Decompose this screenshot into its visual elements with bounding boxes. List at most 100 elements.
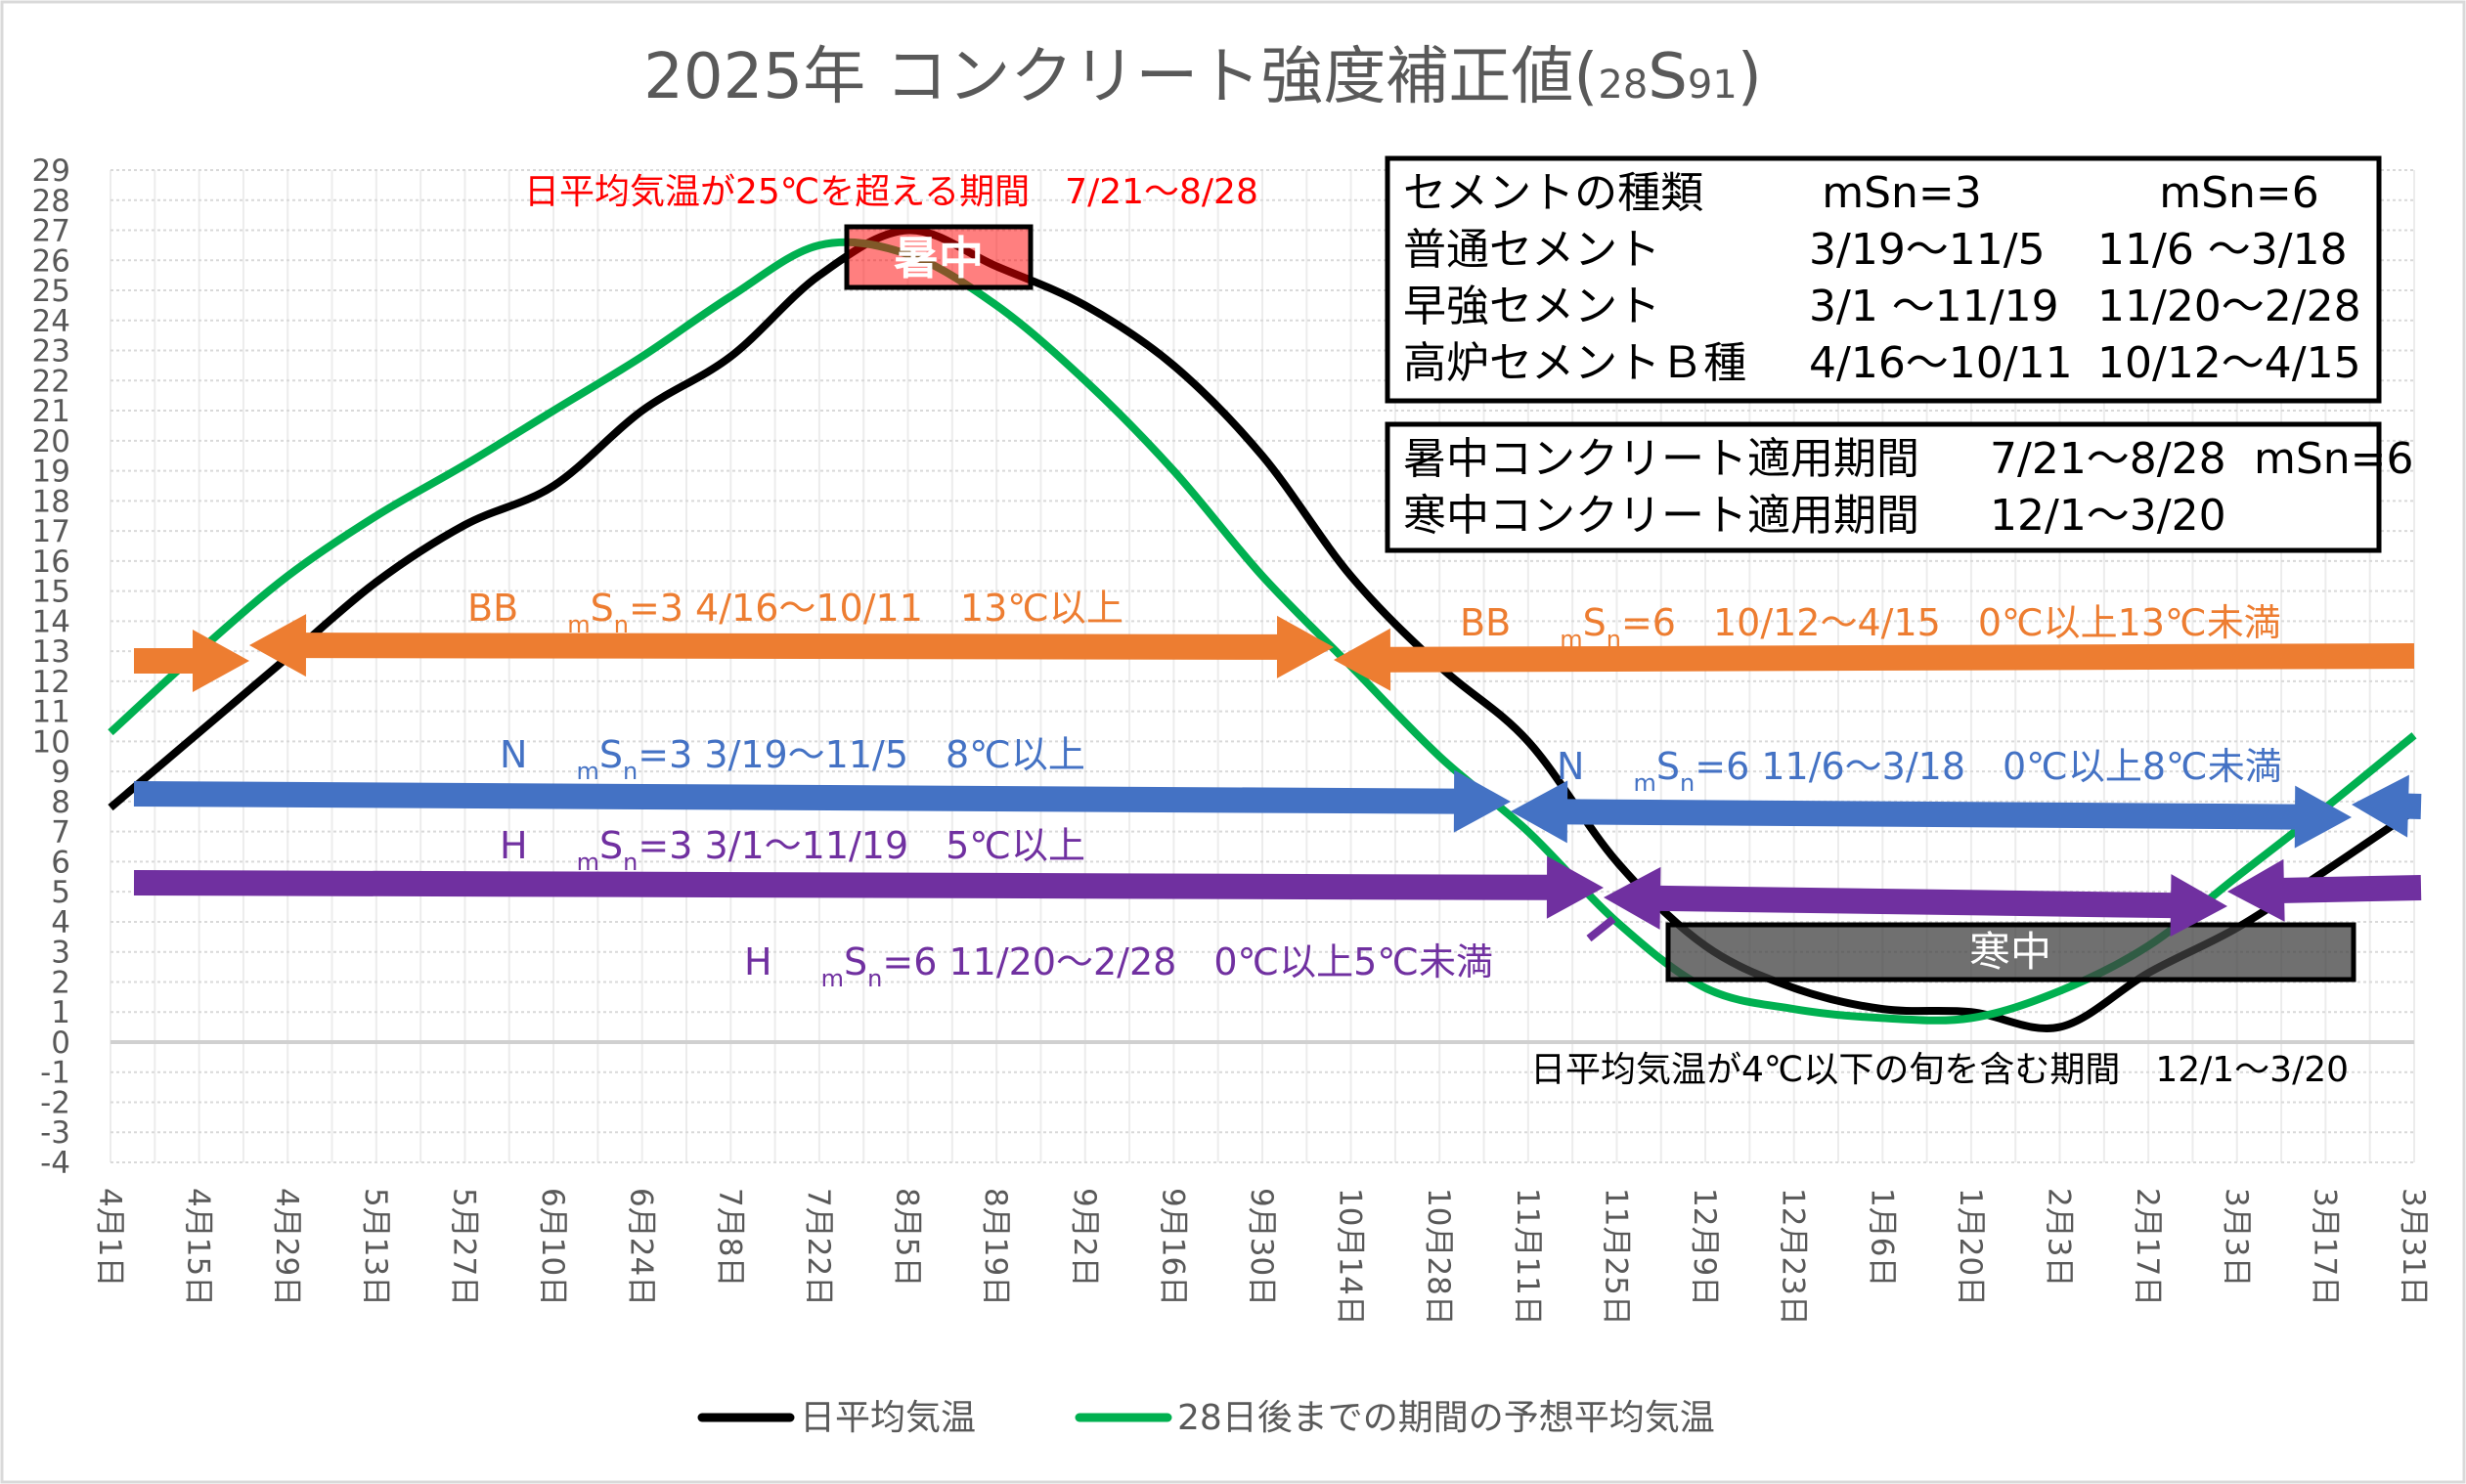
legend: 日平均気温 28日後までの期間の予想平均気温 <box>697 1398 1715 1438</box>
x-tick-label: 12月9日 <box>1687 1188 1722 1306</box>
cement-table-cell: 11/20～2/28 <box>2097 282 2361 331</box>
h-msn6-arrow <box>1604 866 2227 938</box>
x-tick-label: 1月6日 <box>1864 1188 1899 1287</box>
y-tick-label: -4 <box>40 1146 70 1181</box>
cement-table-cell: 普通セメント <box>1403 225 1660 275</box>
cement-table-cell: 10/12～4/15 <box>2097 338 2361 388</box>
x-tick-label: 2月3日 <box>2042 1188 2077 1287</box>
period-table: 暑中コンクリート適用期間 7/21～8/28 mSn=6 寒中コンクリート適用期間 12… <box>1385 421 2414 553</box>
y-tick-label: 7 <box>51 815 70 851</box>
legend-label-forecast: 28日後までの期間の予想平均気温 <box>1177 1398 1715 1438</box>
svg-text:寒中: 寒中 <box>1969 928 2051 976</box>
y-tick-label: 19 <box>32 455 70 490</box>
y-tick-label: 24 <box>32 304 70 339</box>
y-tick-label: 25 <box>32 274 70 309</box>
bb-arrow-start <box>134 630 249 692</box>
x-tick-label: 4月15日 <box>181 1188 216 1306</box>
hot-period-box: 暑中 <box>844 224 1034 290</box>
x-tick-label: 7月8日 <box>712 1188 747 1287</box>
y-tick-label: 15 <box>32 575 70 610</box>
cement-table-cell: 4/16～10/11 <box>1809 338 2073 388</box>
x-tick-label: 3月17日 <box>2307 1188 2342 1306</box>
cement-table-cell: 高炉セメントＢ種 <box>1403 338 1746 388</box>
series-lines <box>108 226 2417 1032</box>
x-tick-label: 8月19日 <box>978 1188 1013 1306</box>
bb-msn3-arrow <box>249 614 1334 678</box>
y-tick-label: 10 <box>32 724 70 760</box>
cement-table-cell: 早強セメント <box>1403 282 1660 331</box>
y-tick-label: 29 <box>32 153 70 189</box>
y-tick-label: 17 <box>32 514 70 549</box>
cement-table-header: セメントの種類 <box>1403 168 1703 218</box>
x-tick-label: 9月16日 <box>1155 1188 1190 1306</box>
y-tick-label: 4 <box>51 905 70 940</box>
y-tick-label: 16 <box>32 545 70 580</box>
y-tick-label: 28 <box>32 184 70 219</box>
h-msn3-arrow <box>133 855 1604 919</box>
y-tick-label: 26 <box>32 243 70 279</box>
x-tick-label: 6月24日 <box>624 1188 659 1306</box>
cold-period-annotation: 日平均気温が4℃以下の旬を含む期間 12/1～3/20 <box>1530 1050 2349 1090</box>
h-leader-line <box>1586 915 1616 942</box>
x-tick-label: 4月29日 <box>269 1188 304 1306</box>
x-tick-label: 4月1日 <box>92 1188 127 1287</box>
x-tick-label: 3月31日 <box>2396 1188 2431 1306</box>
y-tick-label: 12 <box>32 665 70 700</box>
x-tick-label: 11月11日 <box>1510 1188 1545 1326</box>
forecast-28day-temp-line <box>108 238 2417 1025</box>
cement-table-header: mSn=6 <box>2159 168 2319 218</box>
x-axis: 4月1日 4月15日 4月29日 5月13日 5月27日 6月10日 6月24日 7月8日 7月… <box>92 1188 2431 1326</box>
y-tick-label: 3 <box>51 936 70 971</box>
x-tick-label: 10月28日 <box>1421 1188 1456 1326</box>
y-tick-label: 2 <box>51 965 70 1000</box>
period-table-cell: 寒中コンクリート適用期間 <box>1403 491 1919 541</box>
y-tick-label: 11 <box>32 695 70 730</box>
bb-msn6-arrow <box>1334 628 2415 691</box>
cement-table-cell: 3/19～11/5 <box>1809 225 2046 275</box>
x-tick-label: 9月2日 <box>1067 1188 1102 1287</box>
y-tick-label: 1 <box>51 995 70 1030</box>
cement-table-cell: 11/6 ～3/18 <box>2097 225 2348 275</box>
n-msn3-arrow <box>133 769 1511 833</box>
y-tick-label: 13 <box>32 634 70 670</box>
n-msn6-arrow <box>1511 780 2352 849</box>
x-tick-label: 6月10日 <box>535 1188 570 1306</box>
x-tick-label: 12月23日 <box>1776 1188 1811 1326</box>
y-tick-label: -2 <box>40 1085 70 1120</box>
y-tick-label: -1 <box>40 1056 70 1091</box>
chart-title: 2025年 コンクリート強度補正値(28S91) <box>643 41 1762 113</box>
h-arrow-end <box>2227 858 2422 922</box>
period-arrows <box>133 614 2422 942</box>
y-tick-label: 27 <box>32 214 70 249</box>
arrow-label: N mSn=3 3/19～11/5 8℃以上 <box>500 733 1085 785</box>
period-table-cell: 12/1～3/20 <box>1990 491 2226 541</box>
y-tick-label: 22 <box>32 364 70 399</box>
x-tick-label: 9月30日 <box>1244 1188 1279 1306</box>
x-tick-label: 5月27日 <box>446 1188 481 1306</box>
x-tick-label: 2月17日 <box>2130 1188 2165 1306</box>
y-tick-label: 18 <box>32 484 70 519</box>
y-tick-label: 23 <box>32 334 70 370</box>
arrow-label: N mSn=6 11/6～3/18 0℃以上8℃未満 <box>1557 745 2282 797</box>
y-tick-label: 6 <box>51 845 70 880</box>
x-tick-label: 1月20日 <box>1953 1188 1988 1306</box>
period-table-cell: mSn=6 <box>2254 434 2414 484</box>
arrow-label: BB mSn=6 10/12～4/15 0℃以上13℃未満 <box>1460 601 2281 653</box>
x-tick-label: 11月25日 <box>1598 1188 1633 1326</box>
x-tick-label: 10月14日 <box>1333 1188 1368 1326</box>
daily-mean-temp-line <box>108 226 2417 1032</box>
x-tick-label: 3月3日 <box>2219 1188 2254 1287</box>
y-tick-label: 5 <box>51 875 70 910</box>
y-tick-label: 21 <box>32 394 70 429</box>
y-axis: 2928272625242322212019181716151413121110… <box>32 153 70 1181</box>
y-tick-label: 14 <box>32 604 70 639</box>
cement-table-header: mSn=3 <box>1822 168 1982 218</box>
cold-period-box: 寒中 <box>1665 922 2356 982</box>
y-tick-label: 0 <box>51 1026 70 1061</box>
period-table-cell: 7/21～8/28 <box>1990 434 2226 484</box>
legend-label-daily: 日平均気温 <box>800 1398 976 1438</box>
x-tick-label: 7月22日 <box>801 1188 836 1306</box>
y-tick-label: 8 <box>51 785 70 820</box>
y-tick-label: -3 <box>40 1115 70 1151</box>
